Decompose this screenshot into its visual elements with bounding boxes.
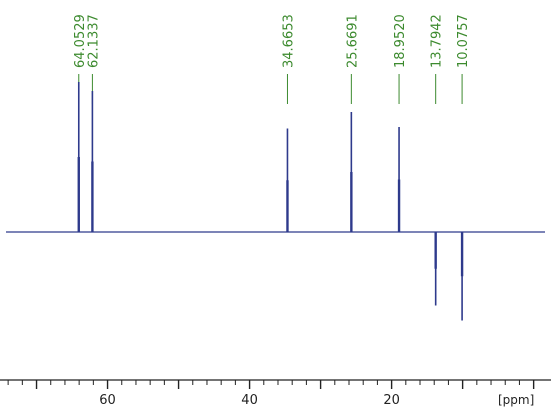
x-tick-label-40: 40 <box>241 393 258 408</box>
x-axis-minor-ticks <box>7 380 520 385</box>
spectrum-peaks <box>77 82 464 321</box>
x-tick-label-20: 20 <box>383 393 400 408</box>
x-tick-label-60: 60 <box>99 393 116 408</box>
peak-label-25.6691: 25.6691 <box>345 14 360 68</box>
peak-label-64.0529: 64.0529 <box>73 14 88 68</box>
peak-label-18.9520: 18.9520 <box>393 14 408 68</box>
x-axis-major-ticks <box>35 380 535 389</box>
peak-label-10.0757: 10.0757 <box>456 14 471 68</box>
x-axis-unit-label: [ppm] <box>498 393 534 407</box>
peak-label-13.7942: 13.7942 <box>430 14 445 68</box>
peak-label-34.6653: 34.6653 <box>281 14 296 68</box>
peak-connectors <box>78 74 463 104</box>
x-axis-tick-labels: 60 40 20 <box>99 393 400 408</box>
x-axis: 60 40 20 <box>0 379 551 408</box>
peak-label-62.1337: 62.1337 <box>86 14 101 68</box>
